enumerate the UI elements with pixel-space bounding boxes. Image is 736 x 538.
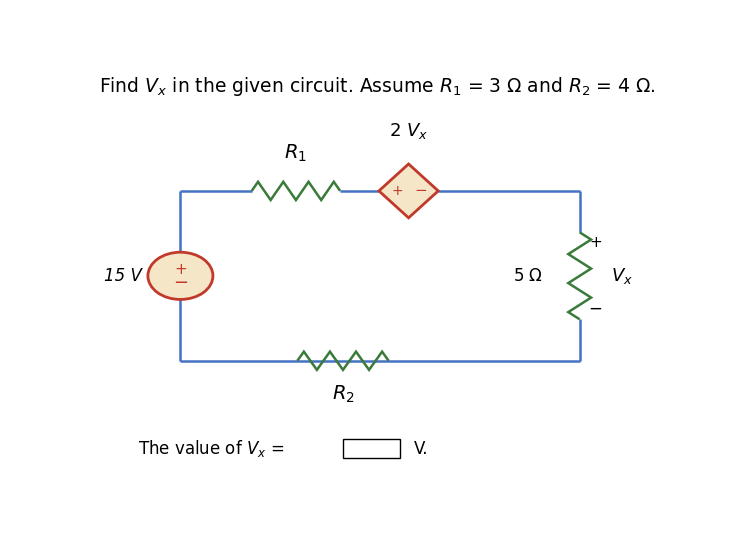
FancyBboxPatch shape (343, 439, 400, 458)
Text: +: + (590, 235, 602, 250)
Text: Find $V_x$ in the given circuit. Assume $R_1$ = 3 $\Omega$ and $R_2$ = 4 $\Omega: Find $V_x$ in the given circuit. Assume … (99, 75, 656, 98)
Text: 2 $V_x$: 2 $V_x$ (389, 121, 428, 141)
Text: −: − (173, 274, 188, 292)
Text: 5 $\Omega$: 5 $\Omega$ (513, 267, 542, 285)
Text: $R_2$: $R_2$ (332, 384, 354, 405)
Text: +: + (392, 184, 403, 198)
Text: −: − (589, 300, 603, 318)
Text: +: + (174, 261, 187, 277)
Text: $R_1$: $R_1$ (284, 143, 308, 164)
Text: V.: V. (414, 440, 429, 458)
Text: $V_x$: $V_x$ (611, 266, 633, 286)
Text: The value of $V_x$ =: The value of $V_x$ = (138, 438, 284, 459)
Polygon shape (379, 164, 438, 218)
Circle shape (148, 252, 213, 300)
Text: −: − (415, 183, 428, 199)
Text: 15 V: 15 V (105, 267, 142, 285)
